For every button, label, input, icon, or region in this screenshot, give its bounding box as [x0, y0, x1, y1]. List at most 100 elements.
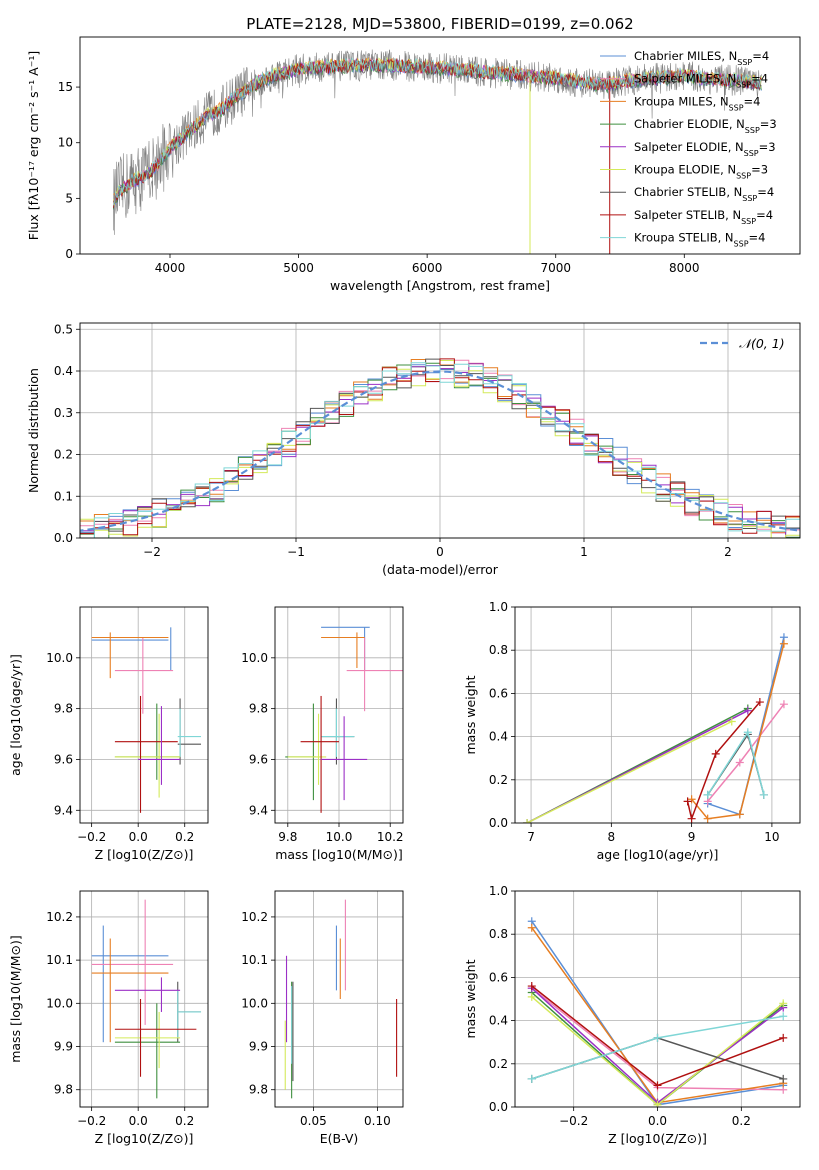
plot-area-spectrum	[113, 49, 762, 254]
y-tick-label: 9.8	[249, 1083, 268, 1097]
plot-area-residuals	[80, 358, 800, 538]
x-axis-label: mass [log10(M/M⊙)]	[275, 847, 403, 862]
weight-marker	[735, 758, 744, 767]
plot-area-age_vs_Z	[91, 627, 202, 813]
axes-spine	[274, 890, 404, 1108]
x-tick-label: 0.10	[364, 1114, 391, 1128]
figure-title: PLATE=2128, MJD=53800, FIBERID=0199, z=0…	[246, 15, 633, 33]
legend-entry: Kroupa ELODIE, NSSP=3	[634, 163, 768, 181]
panel-age_vs_mass: 9.8 10.0 10.2 9.4 9.6 9.8 10.0 mass [log10(M/M⊙…	[241, 606, 404, 862]
legend-entry: Chabrier ELODIE, NSSP=3	[634, 117, 777, 135]
y-tick-label: 0.2	[489, 1057, 508, 1071]
x-tick-label: −1	[287, 545, 305, 559]
weight-marker	[727, 717, 736, 726]
weight-marker	[703, 814, 712, 823]
y-tick-label: 10.0	[46, 651, 73, 665]
axes-spine	[79, 322, 801, 539]
x-tick-label: 0.0	[648, 1114, 667, 1128]
x-tick-label: 9	[688, 830, 696, 844]
weight-marker	[687, 814, 696, 823]
y-axis-label: mass weight	[463, 675, 478, 754]
weight-marker	[527, 992, 536, 1001]
x-tick-label: 4000	[155, 261, 186, 275]
y-tick-label: 0.1	[54, 489, 73, 503]
weight-marker	[653, 1100, 662, 1107]
axes-frame-age_vs_mass: 9.8 10.0 10.2 9.4 9.6 9.8 10.0 mass [log10(M/M⊙…	[241, 606, 404, 862]
legend-entry: Salpeter MILES, NSSP=4	[634, 72, 768, 90]
x-axis-label: Z [log10(Z/Z⊙)]	[608, 1131, 707, 1146]
gaussian-curve	[80, 370, 800, 532]
y-tick-label: 10.2	[241, 910, 268, 924]
y-tick-label: 9.6	[54, 752, 73, 766]
y-tick-label: 9.4	[54, 803, 73, 817]
residual-legend: 𝒩(0, 1)	[700, 336, 785, 351]
panel-age_vs_Z: −0.2 0.0 0.2 9.4 9.6 9.8 10.0 Z [log10(Z/Z⊙)] ag…	[8, 606, 209, 862]
y-tick-label: 1.0	[489, 884, 508, 898]
legend-entry: Kroupa MILES, NSSP=4	[634, 94, 760, 112]
y-tick-label: 0.4	[489, 1014, 508, 1028]
legend-entry: Salpeter ELODIE, NSSP=3	[634, 140, 776, 158]
x-tick-label: 7	[527, 830, 535, 844]
legend-entry: Salpeter STELIB, NSSP=4	[634, 208, 773, 226]
y-tick-label: 0.0	[489, 1100, 508, 1114]
axes-frame-residuals: −2 −1 0 1 2 0.0 0.1 0.2 0.3 0.4 0.5 (data-model)/er…	[26, 322, 801, 577]
x-tick-label: 10.2	[377, 830, 404, 844]
y-tick-label: 9.9	[249, 1040, 268, 1054]
x-axis-label: age [log10(age/yr)]	[597, 847, 719, 862]
y-tick-label: 0.5	[54, 322, 73, 336]
y-tick-label: 15	[58, 80, 73, 94]
y-axis-label: Normed distribution	[26, 368, 41, 493]
x-tick-label: 0.05	[300, 1114, 327, 1128]
y-tick-label: 9.9	[54, 1040, 73, 1054]
x-tick-label: 0.2	[732, 1114, 751, 1128]
legend-entry: Chabrier STELIB, NSSP=4	[634, 185, 774, 203]
x-tick-label: 9.8	[278, 830, 297, 844]
panel-weight_vs_Z: −0.2 0.0 0.2 0.0 0.2 0.4 0.6 0.8 1.0 Z [log10(Z/Z…	[463, 884, 801, 1146]
y-axis-label: mass [log10(M/M⊙)]	[8, 935, 23, 1063]
x-tick-label: 1	[580, 545, 588, 559]
axes-spine	[514, 890, 801, 1108]
weight-marker	[527, 923, 536, 932]
y-tick-label: 0.0	[54, 531, 73, 545]
weight-marker	[687, 795, 696, 804]
panel-residuals: −2 −1 0 1 2 0.0 0.1 0.2 0.3 0.4 0.5 (data-model)/er…	[26, 322, 801, 577]
x-tick-label: 8000	[669, 261, 700, 275]
x-tick-label: −0.2	[77, 830, 106, 844]
plot-area-weight_vs_age	[523, 633, 788, 823]
weight-series-line	[686, 701, 761, 822]
y-tick-label: 0.4	[489, 730, 508, 744]
weight-marker	[779, 1033, 788, 1042]
weight-marker	[711, 749, 720, 758]
axes-frame-age_vs_Z: −0.2 0.0 0.2 9.4 9.6 9.8 10.0 Z [log10(Z/Z⊙)] ag…	[8, 606, 209, 862]
axes-frame-weight_vs_age: 7 8 9 10 0.0 0.2 0.4 0.6 0.8 1.0 age [log10(age/yr…	[463, 600, 801, 862]
plot-area-mass_vs_Z	[91, 899, 202, 1099]
axes-spine	[79, 606, 209, 824]
y-tick-label: 0.4	[54, 364, 73, 378]
plot-area-mass_vs_ebv	[284, 899, 398, 1099]
axes-frame-mass_vs_Z: −0.2 0.0 0.2 9.8 9.9 10.0 10.1 10.2 Z [log10(Z/Z…	[8, 890, 209, 1146]
weight-marker	[743, 706, 752, 715]
weight-marker	[523, 819, 532, 823]
x-axis-label: (data-model)/error	[382, 562, 499, 577]
x-tick-label: −0.2	[559, 1114, 588, 1128]
x-tick-label: 10	[764, 830, 779, 844]
x-tick-label: 8	[608, 830, 616, 844]
axes-spine	[79, 890, 209, 1108]
weight-marker	[703, 790, 712, 799]
x-tick-label: −0.2	[77, 1114, 106, 1128]
y-tick-label: 10.0	[46, 996, 73, 1010]
y-tick-label: 0.6	[489, 686, 508, 700]
axes-frame-mass_vs_ebv: 0.05 0.10 9.8 9.9 10.0 10.1 10.2 E(B-V)	[241, 890, 404, 1146]
y-tick-label: 10	[58, 136, 73, 150]
weight-marker	[755, 698, 764, 707]
weight-marker	[527, 982, 536, 991]
observed-spectrum-line	[113, 49, 762, 235]
y-tick-label: 10.1	[46, 953, 73, 967]
model-spectrum-line	[113, 57, 762, 209]
y-tick-label: 9.8	[54, 1083, 73, 1097]
y-tick-label: 0.2	[489, 773, 508, 787]
x-tick-label: 0.0	[129, 830, 148, 844]
x-tick-label: −2	[143, 545, 161, 559]
